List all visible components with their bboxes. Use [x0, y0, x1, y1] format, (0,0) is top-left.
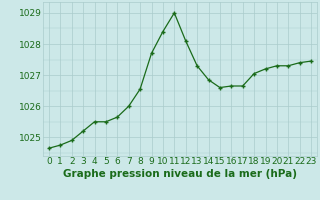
X-axis label: Graphe pression niveau de la mer (hPa): Graphe pression niveau de la mer (hPa) — [63, 169, 297, 179]
